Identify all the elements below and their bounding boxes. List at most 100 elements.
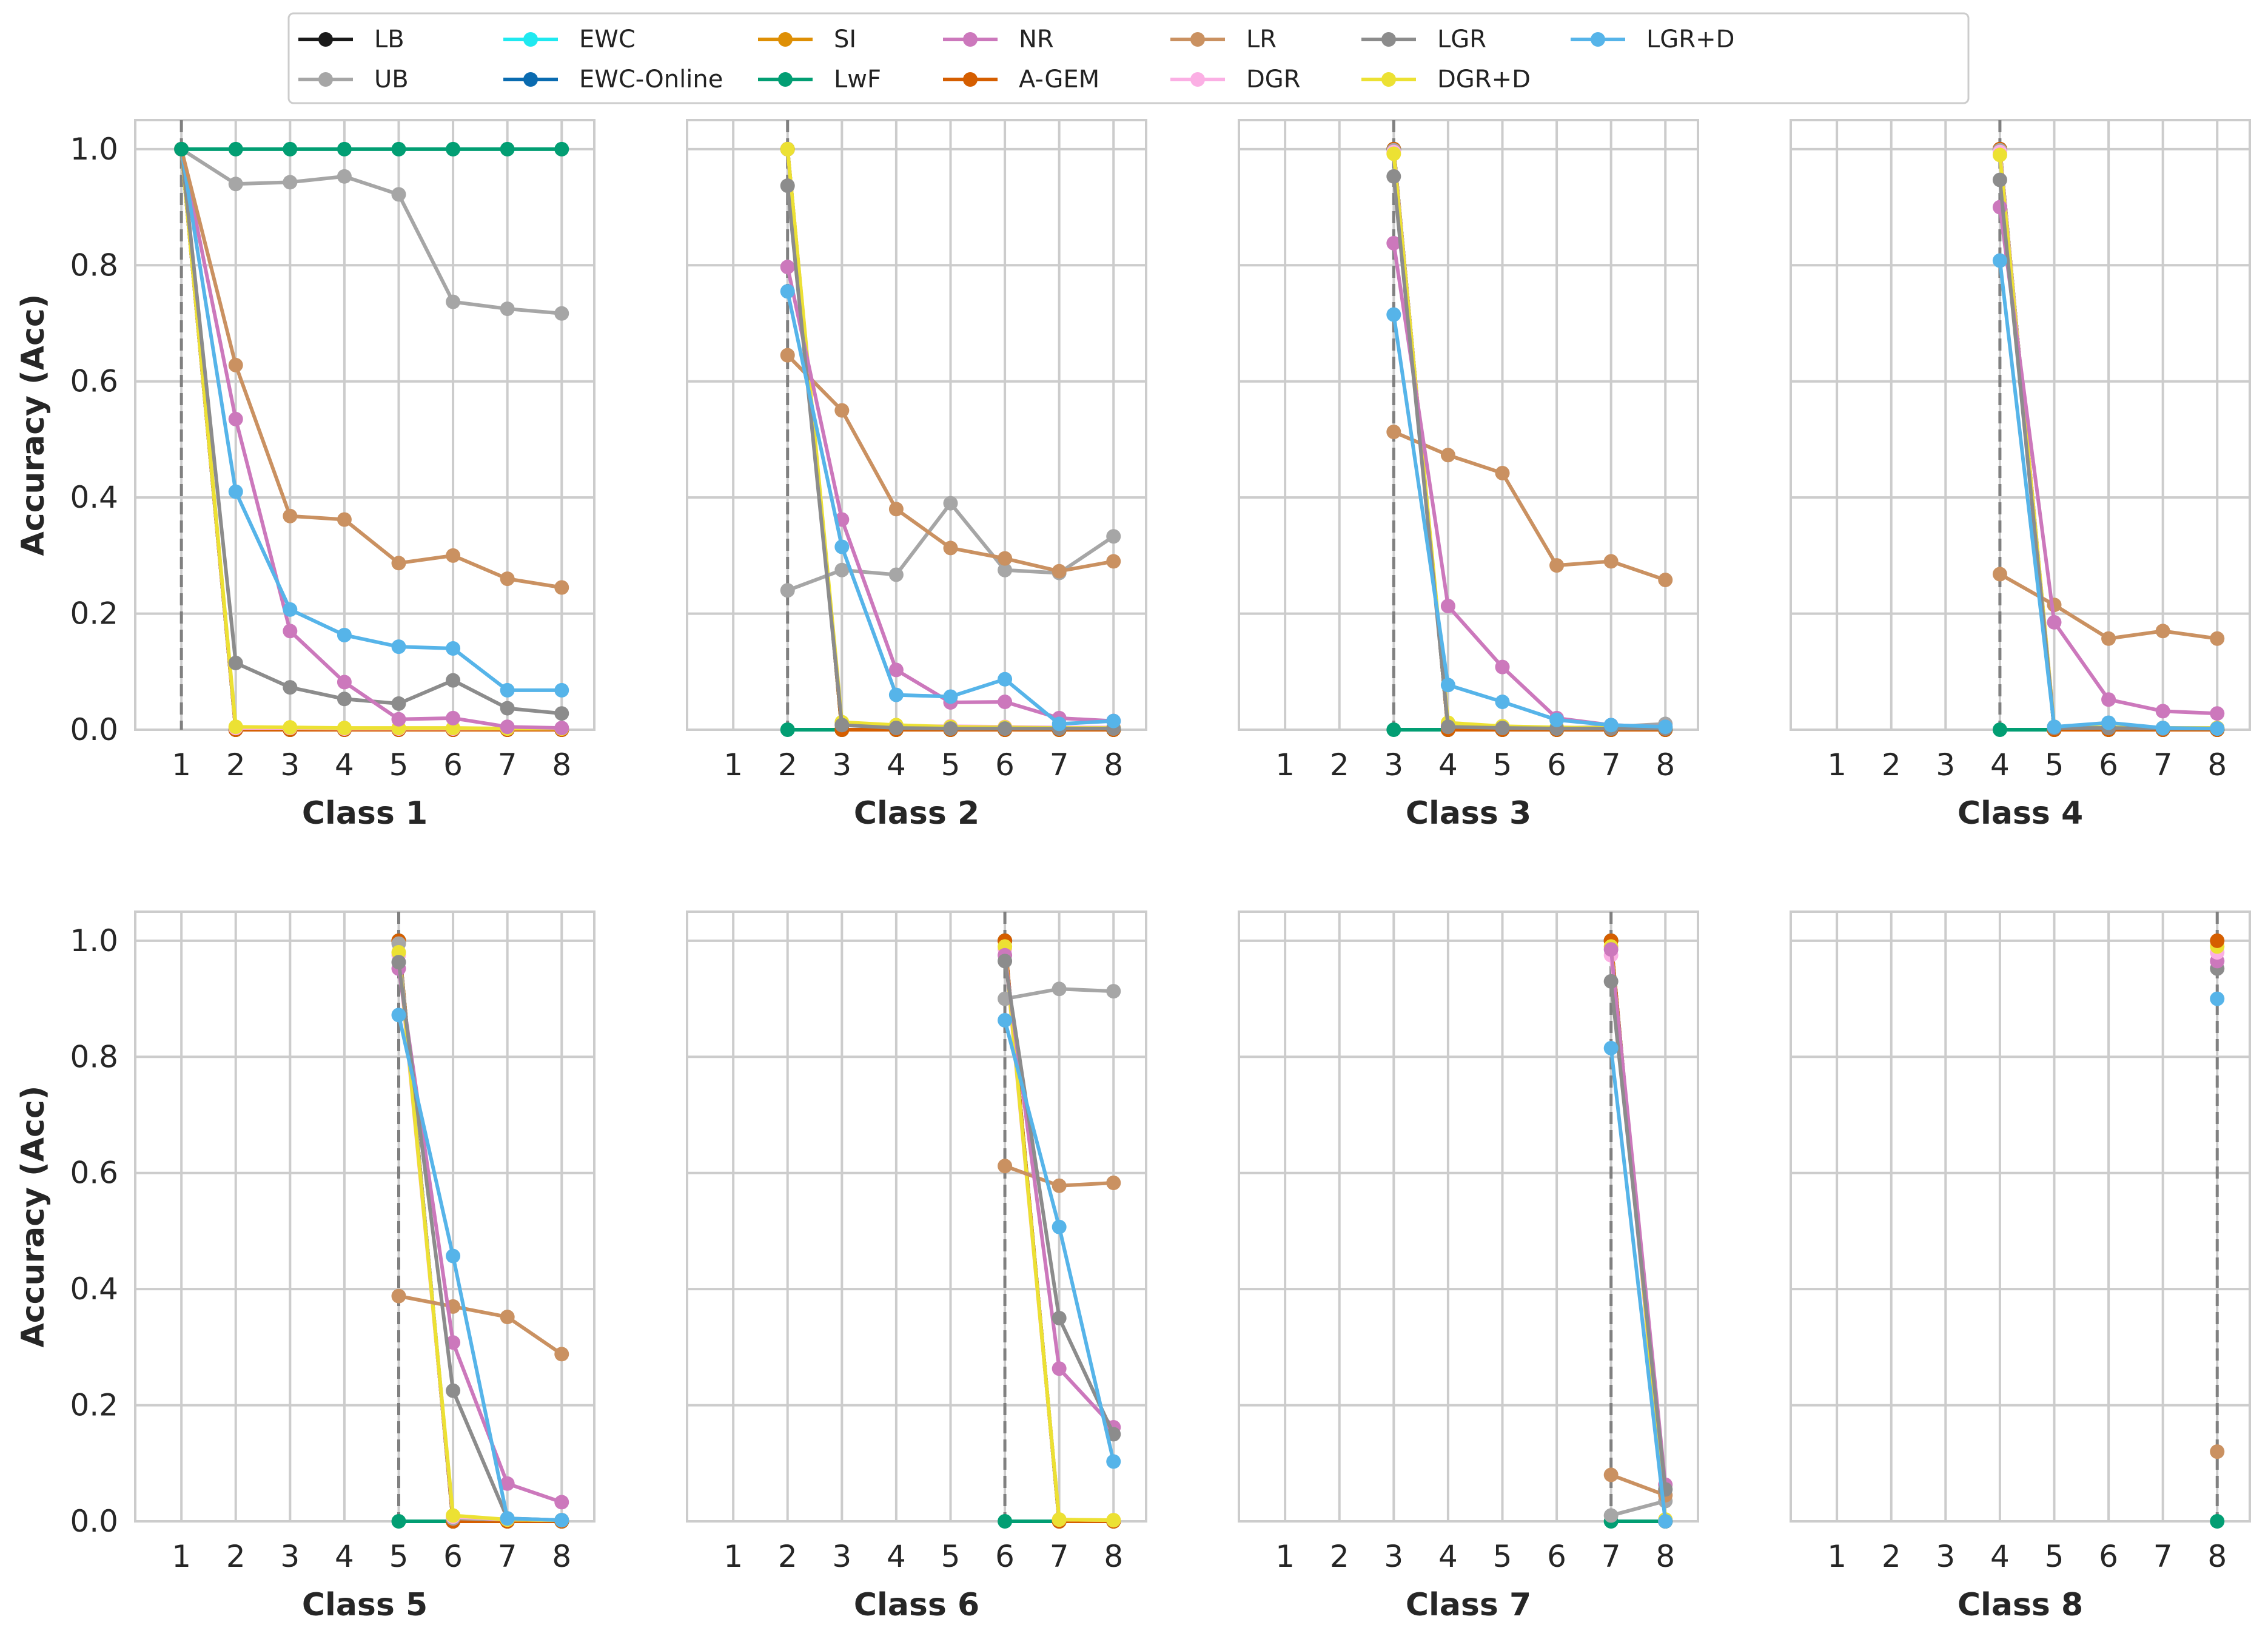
- data-point: [998, 671, 1013, 687]
- data-point: [391, 556, 406, 571]
- series-dgr-d: [1386, 146, 1673, 736]
- x-tick-label: 5: [2045, 747, 2064, 782]
- x-tick-label: 5: [2045, 1539, 2064, 1574]
- x-tick-label: 8: [1104, 747, 1123, 782]
- data-point: [1106, 713, 1121, 729]
- data-point: [500, 1511, 515, 1526]
- series-line: [1392, 152, 1666, 730]
- series-nr: [1386, 235, 1673, 735]
- x-tick-label: 6: [443, 1539, 463, 1574]
- series-line: [397, 940, 562, 1523]
- series-lgr-d: [2210, 991, 2225, 1006]
- series-line: [1610, 1499, 1666, 1518]
- data-point: [500, 141, 515, 156]
- x-tick-label: 1: [1827, 1539, 1847, 1574]
- series-a-gem: [1386, 141, 1673, 737]
- series-line: [180, 147, 562, 315]
- legend-label: UB: [374, 66, 409, 93]
- x-tick-label: 2: [226, 1539, 246, 1574]
- data-point: [2210, 1514, 2225, 1529]
- series-line: [397, 940, 562, 1523]
- data-point: [1658, 719, 1673, 735]
- data-point: [998, 721, 1013, 736]
- data-point: [1106, 529, 1121, 544]
- data-point: [888, 567, 904, 582]
- series-line: [1609, 981, 1668, 1490]
- x-tick-label: 1: [1275, 747, 1295, 782]
- data-point: [888, 502, 904, 517]
- data-point: [337, 692, 352, 707]
- series-lb: [1386, 141, 1673, 737]
- series-line: [397, 968, 563, 1504]
- series-dgr: [1386, 144, 1673, 736]
- series-ewc: [391, 933, 569, 1529]
- data-point: [1658, 1514, 1673, 1529]
- x-tick-label: 7: [1050, 1539, 1069, 1574]
- legend-label: A-GEM: [1019, 66, 1099, 93]
- series-line: [1392, 314, 1666, 729]
- data-point: [228, 411, 243, 426]
- series-lgr-d: [780, 284, 1121, 732]
- legend-entry: LGR+D: [1571, 25, 1734, 53]
- data-point: [1052, 1361, 1067, 1376]
- x-tick-label: 8: [2207, 747, 2227, 782]
- data-point: [228, 484, 243, 499]
- series-line: [1393, 430, 1666, 582]
- x-tick-label: 1: [1827, 747, 1847, 782]
- legend-label: LB: [374, 25, 404, 53]
- data-point: [337, 627, 352, 642]
- data-point: [1386, 307, 1401, 322]
- legend-label: LR: [1246, 25, 1277, 53]
- series-lwf: [2210, 1514, 2225, 1529]
- x-axis-label: Class 7: [1406, 1587, 1531, 1623]
- data-point: [446, 548, 461, 563]
- data-point: [500, 1476, 515, 1491]
- x-tick-label: 3: [280, 1539, 300, 1574]
- data-point: [998, 1012, 1013, 1028]
- data-point: [2155, 721, 2170, 736]
- x-tick-label: 5: [941, 747, 961, 782]
- data-point: [391, 696, 406, 711]
- series-lgr-d: [1386, 307, 1673, 735]
- data-point: [1052, 1219, 1067, 1234]
- data-point: [228, 719, 243, 735]
- x-tick-label: 3: [1384, 747, 1403, 782]
- data-point: [446, 1248, 461, 1264]
- series-ewc-online: [1386, 141, 1673, 737]
- data-point: [780, 178, 795, 194]
- data-point: [391, 1514, 406, 1529]
- x-tick-label: 4: [887, 747, 906, 782]
- data-point: [998, 1514, 1013, 1529]
- x-tick-label: 5: [941, 1539, 961, 1574]
- series-line: [397, 943, 562, 1523]
- data-point: [283, 624, 298, 639]
- panel-class-7: 1 2 3 4 5 6 7 8 Class 7: [1238, 910, 1699, 1623]
- legend-entry: DGR: [1170, 66, 1301, 93]
- data-point: [500, 682, 515, 698]
- data-point: [1386, 235, 1401, 251]
- y-tick-label: 0.4: [70, 480, 118, 515]
- legend-entry: A-GEM: [943, 66, 1099, 93]
- data-point: [554, 1347, 569, 1362]
- data-point: [2210, 631, 2225, 646]
- legend-label: EWC-Online: [579, 66, 723, 93]
- data-point: [2101, 631, 2116, 646]
- x-axis-label: Class 5: [302, 1587, 428, 1623]
- data-point: [888, 721, 904, 736]
- data-point: [943, 689, 958, 704]
- series-line: [1392, 149, 1666, 732]
- data-point: [500, 301, 515, 317]
- x-axis-label: Class 6: [854, 1587, 979, 1623]
- legend-entry: LB: [298, 25, 404, 53]
- x-tick-label: 6: [1547, 1539, 1566, 1574]
- x-tick-label: 7: [498, 1539, 517, 1574]
- data-point: [283, 141, 298, 156]
- data-point: [337, 721, 352, 736]
- data-point: [2101, 692, 2116, 707]
- data-point: [283, 508, 298, 523]
- x-tick-label: 6: [2099, 1539, 2118, 1574]
- data-point: [2210, 1444, 2225, 1459]
- series-lr: [174, 141, 569, 595]
- x-tick-label: 7: [2153, 1539, 2173, 1574]
- data-point: [2047, 614, 2062, 630]
